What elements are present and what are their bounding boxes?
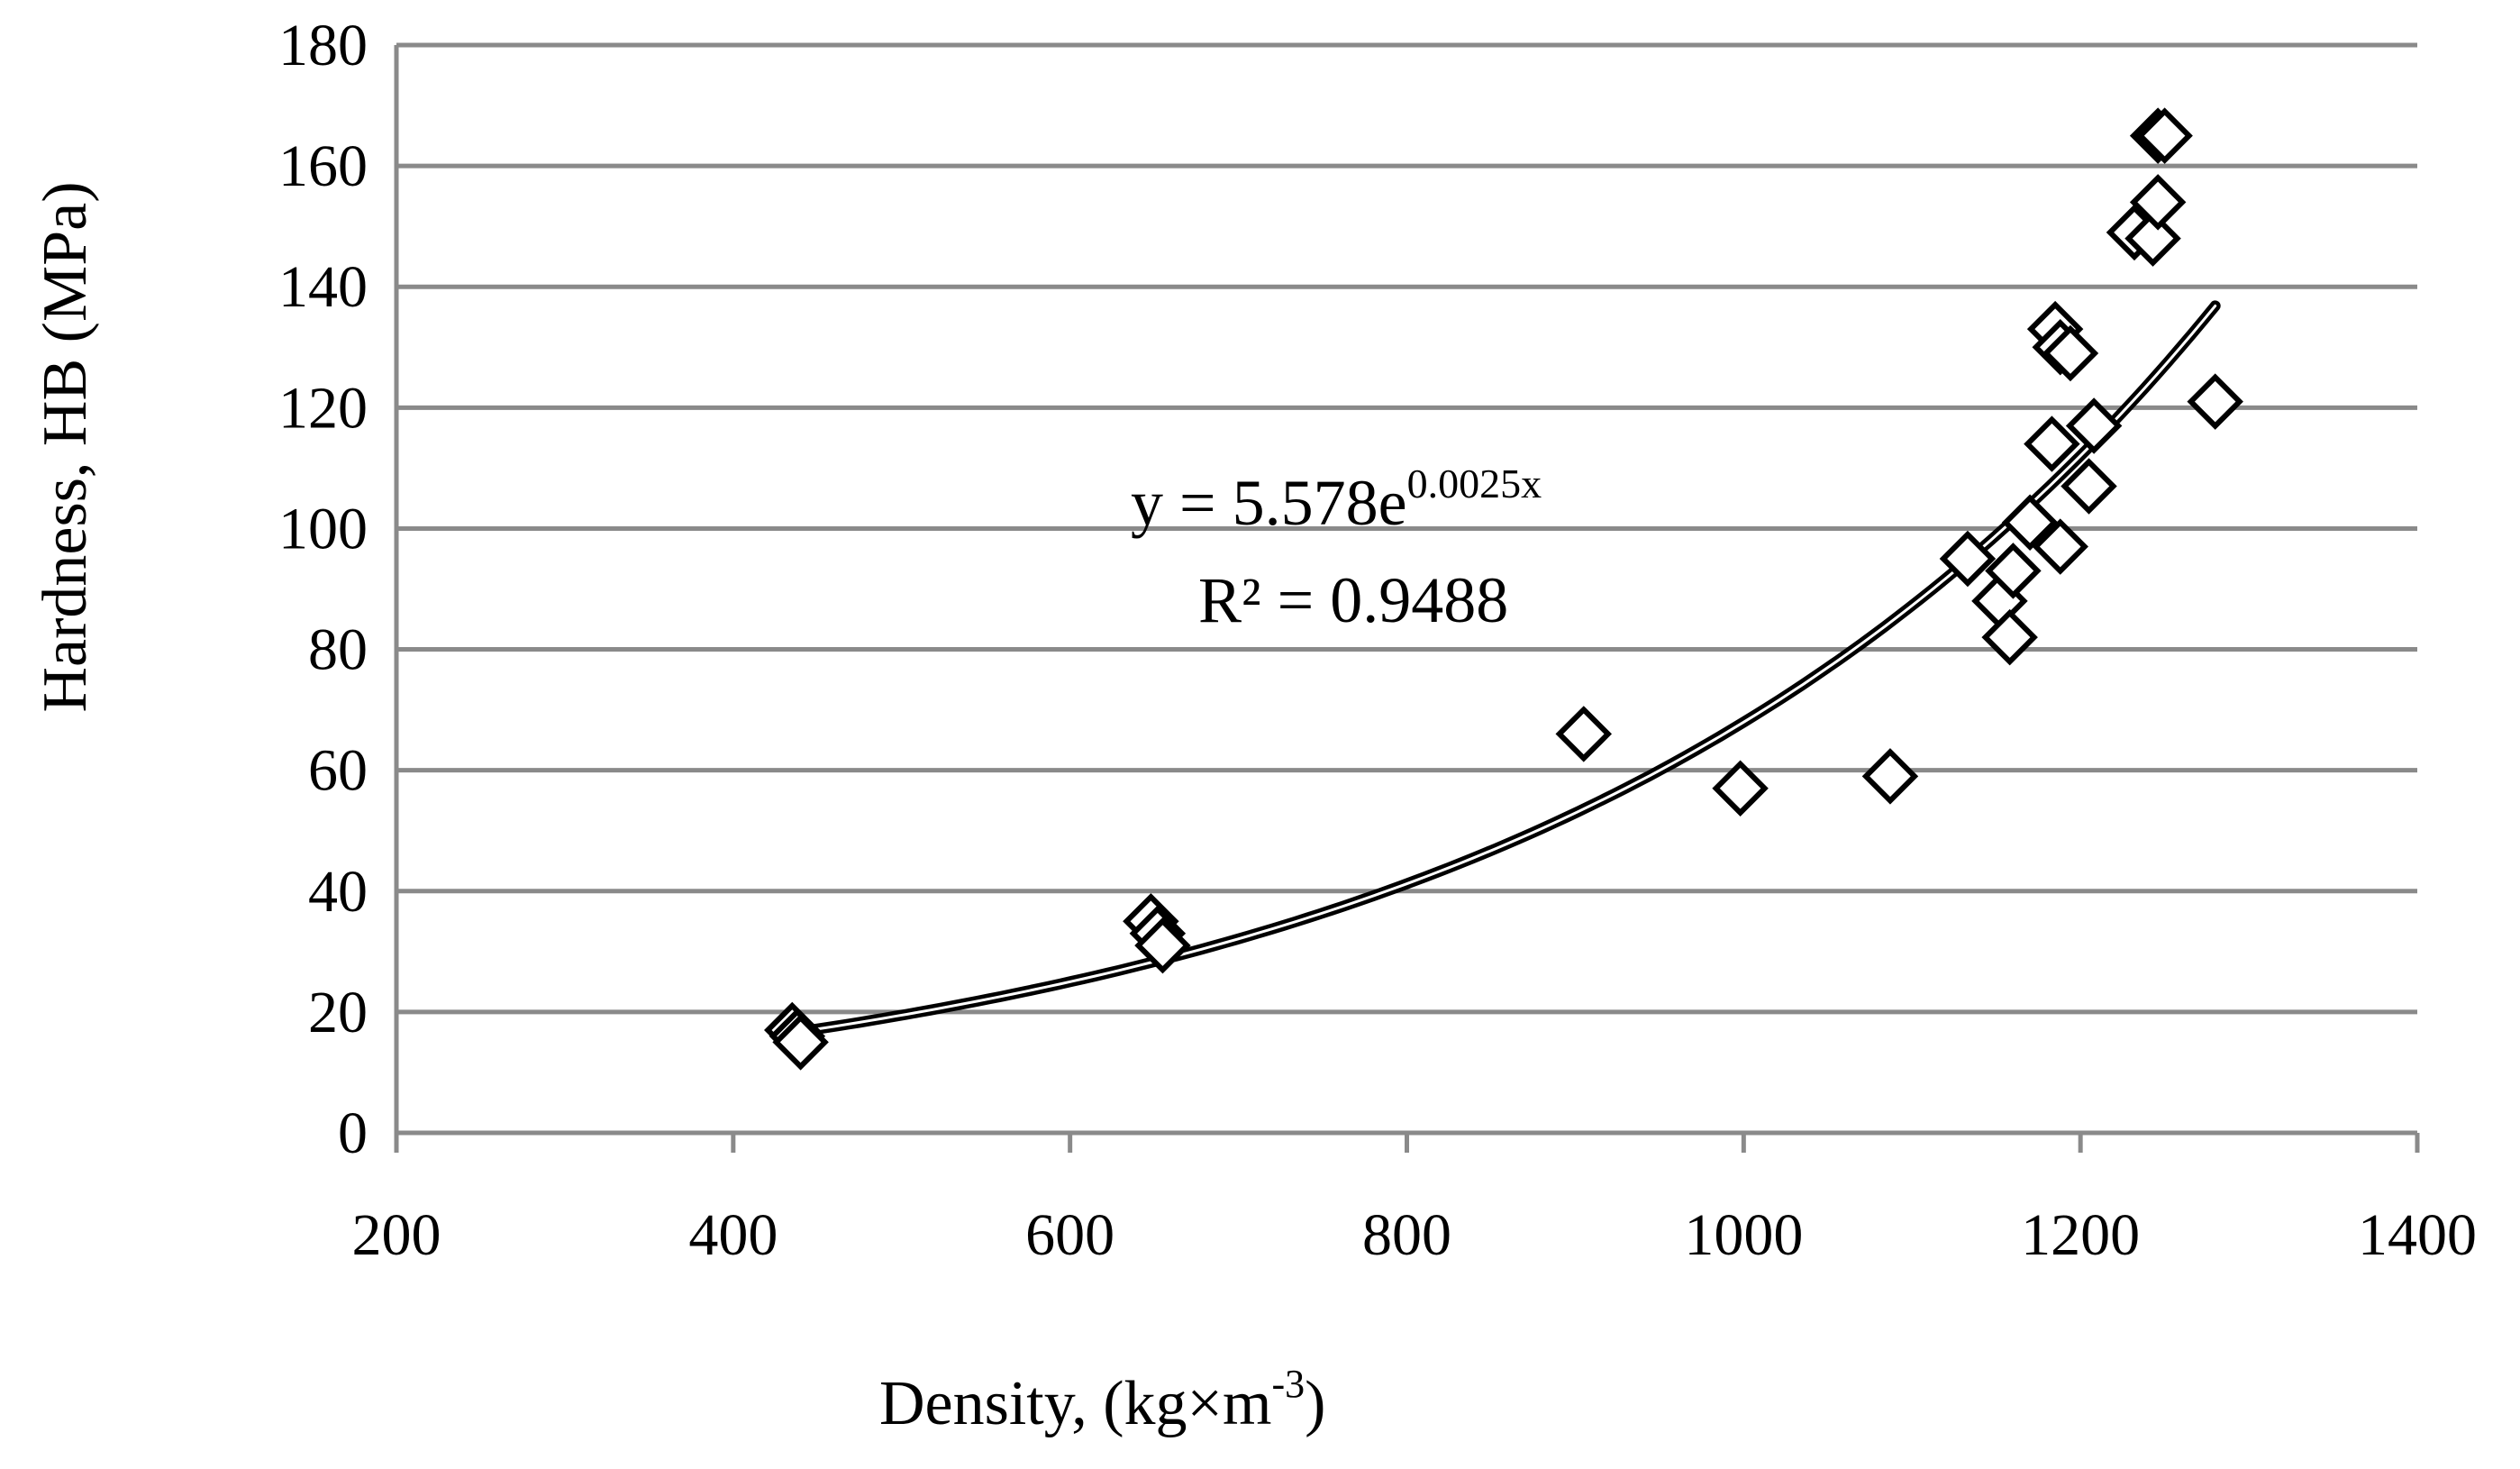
y-tick-label-20: 20 [308, 980, 368, 1045]
data-point-9 [1861, 748, 1919, 805]
data-point-16 [2032, 518, 2088, 575]
y-tick-label-60: 60 [308, 738, 368, 804]
y-tick-label-80: 80 [308, 617, 368, 683]
data-point-23 [2124, 210, 2181, 267]
y-tick-label-0: 0 [338, 1100, 368, 1166]
exponential-trendline [795, 300, 2221, 1037]
data-point-14 [2001, 494, 2059, 551]
y-tick-label-120: 120 [278, 375, 368, 441]
r-squared-label: R² = 0.9488 [1198, 564, 1508, 636]
data-point-6 [1134, 917, 1191, 974]
y-tick-label-140: 140 [278, 254, 368, 320]
data-point-3 [772, 1014, 829, 1071]
data-point-13 [1985, 543, 2042, 599]
y-axis-tick-labels: 0 20 40 60 80 100 120 140 160 180 [278, 13, 368, 1166]
data-point-8 [1712, 760, 1769, 817]
data-point-21 [2065, 397, 2123, 454]
x-tick-label-1400: 1400 [2358, 1202, 2477, 1268]
y-tick-label-100: 100 [278, 496, 368, 561]
data-point-12 [1981, 608, 2038, 666]
data-point-19 [2042, 324, 2099, 382]
data-point-26 [2136, 107, 2193, 164]
x-axis-title-superscript: -3 [1271, 1362, 1305, 1406]
data-point-27 [2187, 373, 2243, 430]
data-point-7 [1555, 706, 1613, 762]
y-axis-title: Hardness, HB (MPa) [31, 181, 100, 712]
x-tick-label-800: 800 [1362, 1202, 1451, 1268]
x-tick-label-600: 600 [1025, 1202, 1114, 1268]
x-tick-label-1200: 1200 [2021, 1202, 2140, 1268]
y-tick-label-160: 160 [278, 133, 368, 199]
x-tick-label-400: 400 [688, 1202, 778, 1268]
y-tick-label-180: 180 [278, 13, 368, 78]
data-point-10 [1939, 530, 1997, 588]
x-tick-label-200: 200 [352, 1202, 441, 1268]
trendline-curve-highlight [799, 304, 2217, 1034]
y-tick-label-40: 40 [308, 859, 368, 925]
x-tick-label-1000: 1000 [1684, 1202, 1803, 1268]
data-point-24 [2129, 174, 2187, 231]
data-point-15 [2024, 415, 2080, 472]
trendline-curve [795, 300, 2221, 1037]
x-axis-title: Density, (kg×m-3) [879, 1362, 1325, 1438]
trendline-equation: y = 5.578e0.0025x [1131, 461, 1542, 539]
x-axis-tick-labels: 200 400 600 800 1000 1200 1400 [352, 1202, 2478, 1268]
data-point-20 [2061, 458, 2117, 515]
axes [394, 45, 2420, 1153]
data-points [764, 107, 2243, 1071]
gridlines [396, 42, 2417, 1015]
trendline-equation-exponent: 0.0025x [1407, 461, 1542, 506]
